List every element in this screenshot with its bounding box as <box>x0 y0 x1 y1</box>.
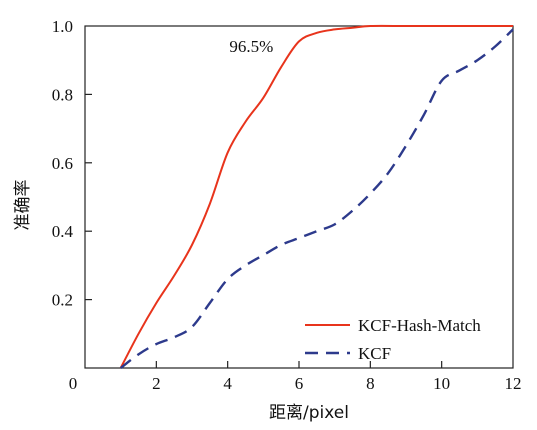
series-line-kcf <box>119 28 514 369</box>
y-tick-label: 0.6 <box>52 154 73 173</box>
legend-label: KCF-Hash-Match <box>358 316 481 335</box>
x-tick-label: 8 <box>366 374 375 393</box>
series-line-kcf-hash-match <box>119 24 513 369</box>
x-tick-label: 4 <box>223 374 232 393</box>
y-tick-label: 0.4 <box>52 222 74 241</box>
y-tick-label: 0.2 <box>52 291 73 310</box>
y-tick-label: 1.0 <box>52 17 73 36</box>
legend: KCF-Hash-Match KCF <box>305 316 481 363</box>
x-axis-label: 距离/pixel <box>269 403 349 423</box>
x-tick-label: 6 <box>295 374 304 393</box>
x-tick-label: 12 <box>505 374 522 393</box>
legend-label: KCF <box>358 344 391 363</box>
x-tick-label: 10 <box>433 374 450 393</box>
y-tick-label: 0.8 <box>52 85 73 104</box>
x-tick-label: 0 <box>69 374 78 393</box>
annotation-label: 96.5% <box>229 37 273 56</box>
x-tick-label: 2 <box>152 374 161 393</box>
y-axis-label: 准确率 <box>13 180 33 231</box>
